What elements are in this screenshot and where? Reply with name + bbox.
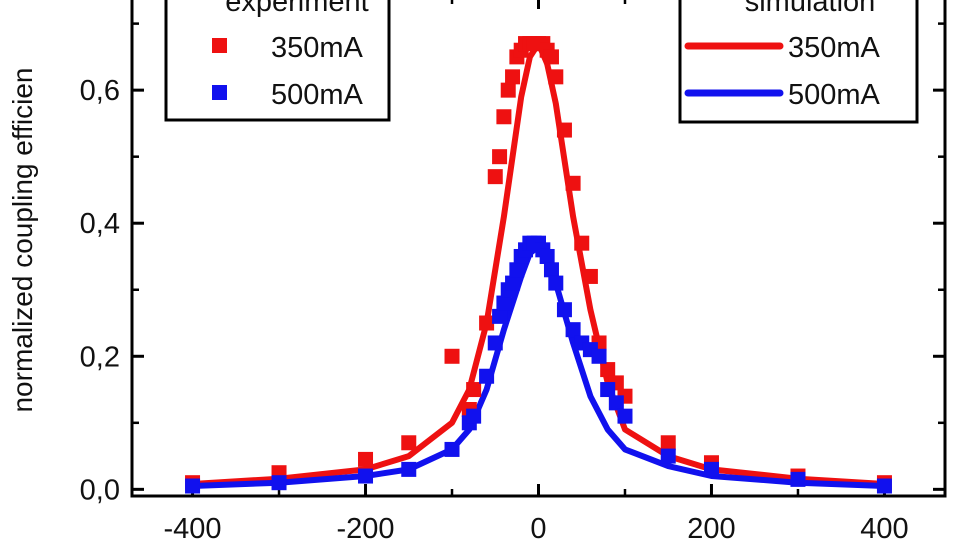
data-point-experiment-350mA [660, 435, 676, 451]
data-point-experiment-500mA [466, 408, 482, 424]
data-point-experiment-500mA [401, 461, 417, 477]
data-point-experiment-500mA [703, 461, 719, 477]
data-point-experiment-500mA [565, 322, 581, 338]
data-point-experiment-350mA [600, 362, 616, 378]
x-tick-label: -400 [164, 513, 222, 540]
legend-label-exp-350mA: 350mA [271, 32, 364, 64]
x-tick-label: 200 [687, 513, 735, 540]
series-line-simulation-500mA [189, 243, 888, 489]
data-point-experiment-500mA [617, 408, 633, 424]
legend-experiment-box [164, 0, 391, 122]
data-point-experiment-500mA [876, 478, 892, 494]
data-point-experiment-500mA [660, 448, 676, 464]
data-point-experiment-500mA [556, 302, 572, 318]
experiment-points [185, 36, 892, 494]
data-point-experiment-500mA [608, 395, 624, 411]
data-point-experiment-350mA [548, 69, 564, 85]
data-point-experiment-500mA [358, 468, 374, 484]
data-point-experiment-500mA [479, 368, 495, 384]
data-point-experiment-500mA [591, 348, 607, 364]
data-point-experiment-350mA [582, 268, 598, 284]
data-point-experiment-500mA [185, 478, 201, 494]
data-point-experiment-500mA [543, 262, 559, 278]
legend-label-sim-500mA: 500mA [788, 79, 881, 111]
legend-simulation-box [678, 0, 919, 124]
data-point-experiment-350mA [358, 451, 374, 467]
data-point-experiment-350mA [466, 382, 482, 398]
axis-ticks: -400 -200 0 200 400 0,0 0,2 0,4 0,6 [80, 0, 945, 540]
data-point-experiment-350mA [505, 69, 521, 85]
data-point-experiment-350mA [556, 122, 572, 138]
data-point-experiment-500mA [509, 262, 525, 278]
data-point-experiment-500mA [539, 248, 555, 264]
x-tick-label: 400 [860, 513, 908, 540]
data-point-experiment-500mA [600, 382, 616, 398]
data-point-experiment-500mA [487, 335, 503, 351]
data-point-experiment-500mA [492, 308, 508, 324]
data-point-experiment-350mA [444, 348, 460, 364]
y-axis-title: normalized coupling efficien [7, 67, 38, 412]
x-tick-label: -200 [336, 513, 394, 540]
legend-experiment-title: experiment [225, 0, 368, 18]
data-point-experiment-350mA [565, 175, 581, 191]
data-point-experiment-500mA [505, 275, 521, 291]
y-tick-label: 0,2 [80, 341, 120, 373]
legend-simulation: simulation 350mA 500mA [678, 0, 919, 124]
data-point-experiment-350mA [487, 169, 503, 185]
data-point-experiment-350mA [574, 235, 590, 251]
legend-marker-350mA [212, 38, 227, 53]
data-point-experiment-350mA [492, 149, 508, 165]
data-point-experiment-500mA [790, 471, 806, 487]
legend-simulation-title: simulation [745, 0, 876, 18]
data-point-experiment-350mA [543, 49, 559, 65]
legend-experiment: experiment 350mA 500mA [164, 0, 391, 122]
legend-label-sim-350mA: 350mA [788, 32, 881, 64]
data-point-experiment-500mA [548, 275, 564, 291]
y-tick-label: 0,6 [80, 75, 120, 107]
legend-label-exp-500mA: 500mA [271, 79, 364, 111]
y-tick-label: 0,4 [80, 208, 120, 240]
y-tick-label: 0,0 [80, 474, 120, 506]
data-point-experiment-350mA [496, 109, 512, 125]
data-point-experiment-500mA [271, 475, 287, 491]
x-tick-label: 0 [530, 513, 546, 540]
data-point-experiment-500mA [496, 295, 512, 311]
legend-marker-500mA [212, 85, 227, 100]
data-point-experiment-500mA [444, 441, 460, 457]
data-point-experiment-350mA [401, 435, 417, 451]
data-point-experiment-350mA [500, 82, 516, 98]
data-point-experiment-350mA [479, 315, 495, 331]
